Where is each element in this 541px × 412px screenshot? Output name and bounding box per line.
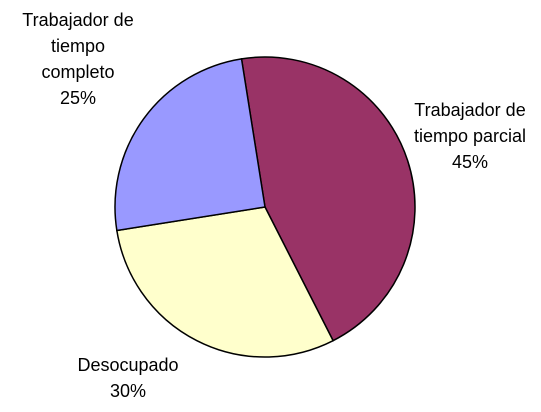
slice-label: Trabajador de tiempo completo 25% [13,7,143,111]
category-label: Trabajador de tiempo parcial [413,100,527,146]
value-label: 25% [59,88,97,108]
category-label: Trabajador de tiempo completo [22,10,134,82]
pie-slice [114,57,266,232]
category-label: Desocupado [77,355,179,375]
slice-label: Trabajador de tiempo parcial 45% [405,97,535,175]
slice-label: Desocupado 30% [63,352,193,404]
pie-slice [240,56,416,342]
value-label: 45% [451,152,489,172]
pie-slice [115,206,335,358]
value-label: 30% [109,381,147,401]
